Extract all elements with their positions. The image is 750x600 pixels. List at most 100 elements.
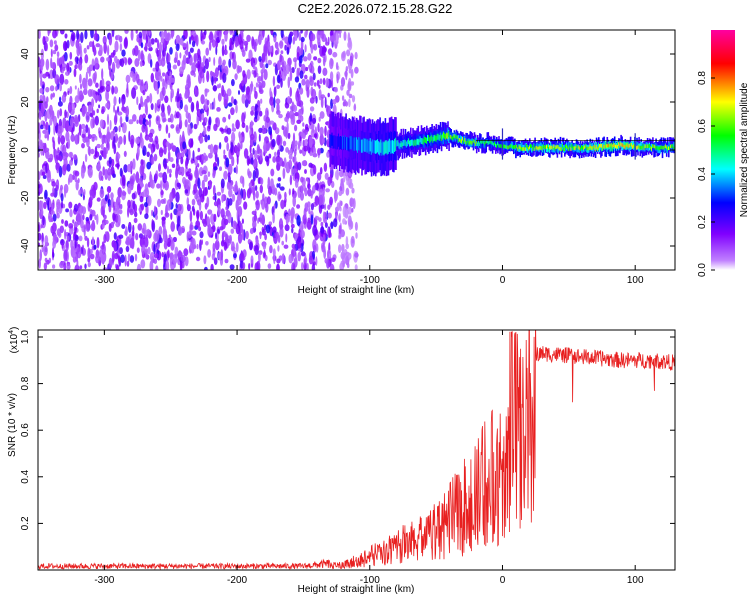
noise-cell <box>76 259 79 269</box>
noise-cell <box>92 65 96 72</box>
noise-cell <box>276 109 281 115</box>
noise-cell <box>282 140 287 147</box>
noise-cell <box>190 101 195 113</box>
spectrogram-x-tick-label: 0 <box>500 275 506 286</box>
noise-cell <box>291 167 294 177</box>
signal-cell <box>622 143 624 148</box>
noise-cell <box>55 184 59 191</box>
noise-cell <box>161 251 164 258</box>
noise-cell <box>53 115 57 127</box>
noise-cell <box>213 257 218 266</box>
noise-cell <box>73 203 79 212</box>
noise-cell <box>354 252 359 258</box>
signal-cell <box>576 146 579 150</box>
signal-cell <box>431 134 433 141</box>
noise-cell <box>76 30 80 41</box>
noise-cell <box>129 237 135 249</box>
signal-cell <box>515 144 517 149</box>
noise-cell <box>290 210 295 222</box>
noise-cell <box>38 258 41 269</box>
noise-cell <box>274 187 278 196</box>
noise-cell <box>76 248 82 259</box>
noise-cell <box>137 49 141 62</box>
noise-cell <box>259 212 263 224</box>
noise-cell <box>179 37 184 46</box>
noise-cell <box>156 183 161 189</box>
noise-cell <box>73 231 76 237</box>
noise-cell <box>165 124 169 134</box>
snr-y-tick-label: 1.0 <box>20 330 31 344</box>
noise-cell <box>304 74 308 80</box>
noise-cell <box>288 208 291 217</box>
noise-cell <box>294 124 298 132</box>
noise-cell <box>273 203 276 211</box>
noise-cell <box>76 57 79 65</box>
signal-cell <box>534 143 536 152</box>
noise-cell <box>243 201 248 210</box>
noise-cell <box>338 212 341 223</box>
noise-cell <box>56 51 60 58</box>
noise-cell <box>268 153 272 159</box>
noise-cell <box>201 179 205 190</box>
noise-cell <box>64 79 69 85</box>
noise-cell <box>241 112 246 125</box>
noise-cell <box>333 218 338 228</box>
signal-cell <box>337 133 340 147</box>
noise-cell <box>272 212 275 224</box>
noise-cell <box>253 70 257 78</box>
noise-cell <box>41 232 44 244</box>
signal-cell <box>466 135 468 144</box>
noise-cell <box>102 35 107 45</box>
noise-cell <box>124 254 127 267</box>
noise-cell <box>145 80 148 92</box>
signal-cell <box>656 146 658 150</box>
noise-cell <box>128 130 131 142</box>
noise-cell <box>166 199 172 211</box>
noise-cell <box>162 78 166 89</box>
signal-cell <box>480 139 482 144</box>
signal-cell <box>474 137 477 146</box>
noise-cell <box>189 128 193 134</box>
noise-cell <box>241 49 246 57</box>
signal-cell <box>672 144 674 148</box>
noise-cell <box>171 163 176 168</box>
noise-cell <box>231 79 235 87</box>
noise-cell <box>305 30 308 36</box>
noise-cell <box>208 57 211 62</box>
signal-cell <box>377 139 379 153</box>
noise-cell <box>268 46 273 53</box>
noise-cell <box>130 30 134 41</box>
noise-cell <box>259 231 262 240</box>
noise-cell <box>83 225 86 237</box>
noise-cell <box>123 37 128 49</box>
noise-cell <box>94 214 97 220</box>
signal-cell <box>581 145 583 153</box>
noise-cell <box>242 176 245 188</box>
signal-cell <box>499 140 501 148</box>
noise-cell <box>265 202 269 213</box>
noise-cell <box>196 155 201 161</box>
signal-cell <box>526 145 529 149</box>
noise-cell <box>63 51 68 62</box>
noise-cell <box>155 214 158 220</box>
signal-cell <box>568 141 570 150</box>
noise-cell <box>82 248 86 256</box>
noise-cell <box>87 78 93 87</box>
noise-cell <box>269 96 274 106</box>
signal-cell <box>537 146 539 151</box>
noise-cell <box>345 243 350 250</box>
noise-cell <box>111 61 116 74</box>
noise-cell <box>196 163 200 168</box>
noise-cell <box>162 118 167 122</box>
noise-cell <box>117 187 122 198</box>
noise-cell <box>60 201 64 209</box>
signal-cell <box>415 140 417 147</box>
noise-cell <box>222 128 228 133</box>
noise-cell <box>273 86 277 97</box>
noise-cell <box>50 93 53 100</box>
noise-cell <box>205 47 209 56</box>
noise-cell <box>218 56 222 67</box>
noise-cell <box>114 40 119 53</box>
signal-cell <box>503 144 506 149</box>
noise-cell <box>275 98 281 105</box>
